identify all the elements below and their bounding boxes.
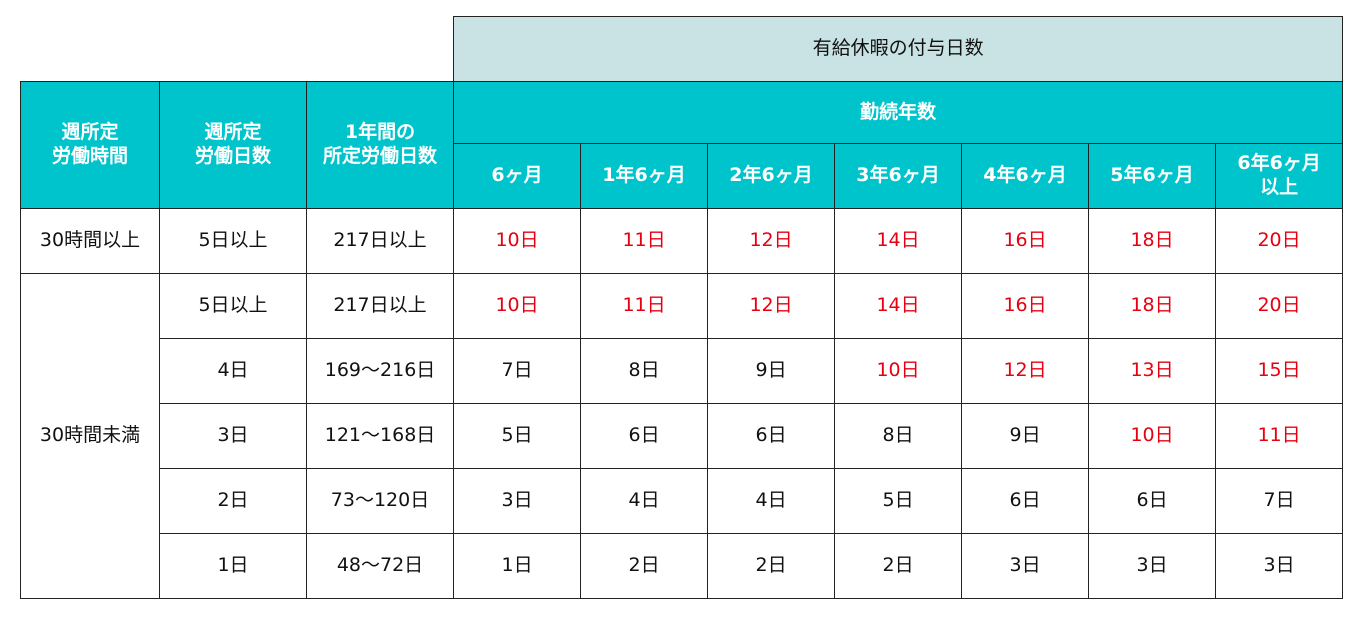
blank-corner — [20, 16, 455, 82]
tenure-header: 勤続年数 — [453, 81, 1344, 144]
weekly-hours-header-text: 週所定 労働時間 — [51, 121, 128, 167]
header-row-tenure-columns: 6ヶ月 1年6ヶ月 2年6ヶ月 3年6ヶ月 4年6ヶ月 5年6ヶ月 6年6ヶ月 以上 — [21, 143, 1344, 209]
paid-leave-group-header: 有給休暇の付与日数 — [453, 16, 1344, 82]
weekly-days-cell: 2日 — [159, 468, 307, 534]
leave-days-cell: 10日 — [1088, 403, 1217, 469]
table-row: 4日 169〜216日 7日 8日 9日 10日 12日 13日 15日 — [21, 338, 1344, 404]
leave-days-cell: 2日 — [580, 533, 709, 599]
leave-days-cell: 9日 — [961, 403, 1090, 469]
leave-days-cell: 13日 — [1088, 338, 1217, 404]
annual-days-cell: 217日以上 — [305, 273, 455, 339]
tenure-column-header: 1年6ヶ月 — [580, 143, 709, 209]
leave-days-cell: 6日 — [1088, 468, 1217, 534]
tenure-column-header: 5年6ヶ月 — [1088, 143, 1217, 209]
leave-days-cell: 2日 — [834, 533, 963, 599]
leave-days-cell: 11日 — [1215, 403, 1344, 469]
tenure-column-header: 2年6ヶ月 — [707, 143, 836, 209]
tenure-column-header: 3年6ヶ月 — [834, 143, 963, 209]
leave-days-cell: 5日 — [834, 468, 963, 534]
leave-days-cell: 18日 — [1088, 273, 1217, 339]
annual-days-cell: 121〜168日 — [305, 403, 455, 469]
leave-days-cell: 1日 — [453, 533, 582, 599]
leave-days-cell: 10日 — [453, 273, 582, 339]
annual-days-cell: 217日以上 — [305, 208, 455, 274]
leave-days-cell: 12日 — [707, 273, 836, 339]
leave-days-cell: 5日 — [453, 403, 582, 469]
weekly-days-cell: 4日 — [159, 338, 307, 404]
leave-days-cell: 20日 — [1215, 273, 1344, 339]
leave-days-cell: 10日 — [834, 338, 963, 404]
annual-days-cell: 48〜72日 — [305, 533, 455, 599]
leave-days-cell: 6日 — [961, 468, 1090, 534]
leave-days-cell: 20日 — [1215, 208, 1344, 274]
leave-days-cell: 12日 — [961, 338, 1090, 404]
leave-days-cell: 2日 — [707, 533, 836, 599]
leave-days-cell: 8日 — [580, 338, 709, 404]
leave-days-cell: 11日 — [580, 273, 709, 339]
weekly-days-cell: 1日 — [159, 533, 307, 599]
leave-days-cell: 7日 — [1215, 468, 1344, 534]
leave-days-cell: 3日 — [453, 468, 582, 534]
annual-days-header-text: 1年間の 所定労働日数 — [323, 121, 438, 167]
tenure-column-header: 4年6ヶ月 — [961, 143, 1090, 209]
leave-days-cell: 3日 — [1088, 533, 1217, 599]
leave-days-cell: 14日 — [834, 208, 963, 274]
weekly-days-header-text: 週所定 労働日数 — [194, 121, 271, 167]
table-row: 30時間未満 5日以上 217日以上 10日 11日 12日 14日 16日 18日 20日 — [20, 273, 1344, 599]
leave-days-cell: 6日 — [580, 403, 709, 469]
leave-days-cell: 3日 — [961, 533, 1090, 599]
leave-days-cell: 7日 — [453, 338, 582, 404]
paid-leave-table: 有給休暇の付与日数 週所定 労働時間 週所定 労働日数 1年間の 所定労働日数 勤続年… — [20, 16, 1344, 599]
header-row-group: 有給休暇の付与日数 — [20, 16, 1344, 82]
weekly-days-cell: 3日 — [159, 403, 307, 469]
weekly-hours-cell: 30時間以上 — [20, 208, 160, 274]
header-row-tenure: 週所定 労働時間 週所定 労働日数 1年間の 所定労働日数 勤続年数 — [20, 81, 1344, 209]
weekly-days-header: 週所定 労働日数 — [159, 81, 307, 209]
leave-days-cell: 11日 — [580, 208, 709, 274]
weekly-hours-header: 週所定 労働時間 — [20, 81, 160, 209]
leave-days-cell: 15日 — [1215, 338, 1344, 404]
annual-days-header: 1年間の 所定労働日数 — [305, 81, 455, 209]
leave-days-cell: 4日 — [707, 468, 836, 534]
leave-days-cell: 14日 — [834, 273, 963, 339]
leave-days-cell: 9日 — [707, 338, 836, 404]
leave-days-cell: 4日 — [580, 468, 709, 534]
table-row: 30時間以上 5日以上 217日以上 10日 11日 12日 14日 16日 18日 20日 — [20, 208, 1344, 274]
annual-days-cell: 169〜216日 — [305, 338, 455, 404]
tenure-column-header: 6年6ヶ月 以上 — [1215, 143, 1344, 209]
table-row: 3日 121〜168日 5日 6日 6日 8日 9日 10日 11日 — [21, 403, 1344, 469]
leave-days-cell: 16日 — [961, 208, 1090, 274]
table-row: 1日 48〜72日 1日 2日 2日 2日 3日 3日 3日 — [21, 533, 1344, 599]
weekly-days-cell: 5日以上 — [159, 273, 307, 339]
table-row: 2日 73〜120日 3日 4日 4日 5日 6日 6日 7日 — [21, 468, 1344, 534]
leave-days-cell: 16日 — [961, 273, 1090, 339]
weekly-days-cell: 5日以上 — [159, 208, 307, 274]
leave-days-cell: 12日 — [707, 208, 836, 274]
leave-days-cell: 10日 — [453, 208, 582, 274]
leave-days-cell: 8日 — [834, 403, 963, 469]
annual-days-cell: 73〜120日 — [305, 468, 455, 534]
leave-days-cell: 18日 — [1088, 208, 1217, 274]
tenure-column-header: 6ヶ月 — [453, 143, 582, 209]
weekly-hours-cell: 30時間未満 — [20, 273, 160, 599]
leave-days-cell: 6日 — [707, 403, 836, 469]
leave-days-cell: 3日 — [1215, 533, 1344, 599]
